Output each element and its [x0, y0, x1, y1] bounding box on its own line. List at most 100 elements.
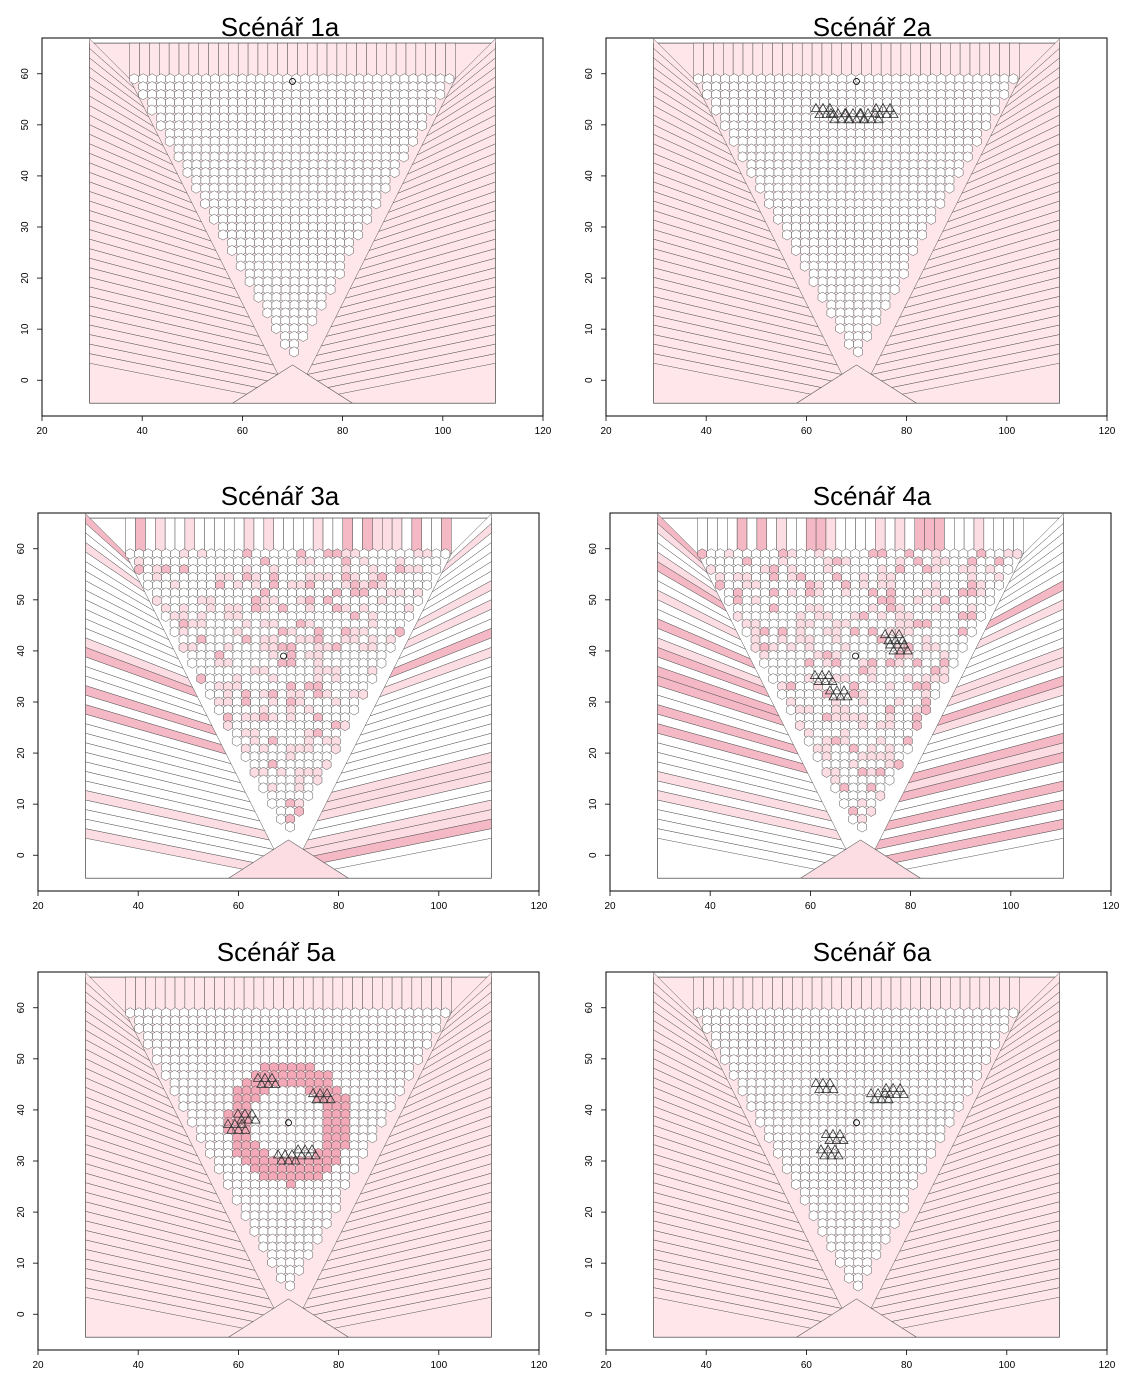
hex-cells	[693, 73, 1019, 358]
x-tick-label: 80	[901, 1360, 913, 1371]
strip-cells	[653, 38, 1060, 404]
y-tick-label: 60	[20, 68, 31, 80]
column-cell	[890, 976, 902, 1014]
hex-cell	[702, 1023, 712, 1034]
y-tick-label: 50	[584, 1053, 595, 1065]
column-cell	[841, 976, 852, 1014]
column-cell	[851, 976, 862, 1014]
hex-cell	[435, 89, 446, 100]
hex-cells	[129, 73, 455, 358]
hex-cell	[826, 1241, 837, 1253]
y-tick-label: 10	[584, 1257, 595, 1269]
top-columns	[693, 976, 1020, 1014]
x-tick-label: 20	[36, 426, 48, 437]
hex-cell	[353, 229, 363, 241]
hex-cell	[389, 167, 400, 178]
hex-cell	[889, 1218, 900, 1229]
hex-cell	[1008, 73, 1019, 85]
column-cell	[900, 976, 912, 1014]
bottom-wedge	[795, 364, 918, 404]
hex-cell	[720, 1054, 730, 1066]
column-cell	[762, 976, 773, 1014]
hex-cell	[981, 1054, 991, 1066]
hex-cell	[944, 1116, 955, 1128]
hex-cell	[764, 1132, 774, 1144]
x-tick-label: 100	[998, 1360, 1015, 1371]
column-cell	[713, 976, 724, 1014]
bottom-wedge	[231, 364, 354, 404]
top-columns	[129, 42, 456, 80]
hex-cell	[917, 1163, 927, 1175]
x-tick-label: 40	[137, 426, 149, 437]
hex-cell	[853, 1280, 863, 1292]
y-tick-label: 0	[584, 1311, 595, 1317]
y-tick-label: 50	[20, 119, 31, 131]
hex-cell	[444, 73, 455, 85]
hex-cell	[990, 1038, 1000, 1050]
hex-cell	[990, 104, 1000, 116]
hex-cell	[711, 1038, 721, 1050]
hex-cell	[773, 1147, 783, 1159]
hex-cell	[298, 330, 308, 342]
x-tick-label: 120	[535, 426, 552, 437]
hex-cell	[799, 1194, 810, 1206]
hex-cell	[999, 89, 1010, 100]
column-cell	[742, 976, 754, 1014]
column-cell	[703, 976, 714, 1014]
y-tick-label: 30	[20, 221, 31, 233]
hex-cell	[791, 1179, 801, 1190]
hex-cell	[880, 1233, 891, 1245]
x-tick-label: 60	[801, 1360, 813, 1371]
x-tick-label: 40	[701, 1360, 713, 1371]
hex-cell	[417, 120, 427, 132]
hex-cell	[972, 1069, 982, 1081]
column-cell	[871, 976, 882, 1014]
x-tick-label: 100	[434, 426, 451, 437]
hex-cell	[999, 1023, 1010, 1034]
y-tick-label: 20	[584, 1206, 595, 1218]
column-cell	[772, 976, 783, 1014]
hex-cell	[693, 1007, 703, 1019]
x-tick-label: 80	[337, 426, 349, 437]
hex-cell	[808, 1210, 819, 1222]
hex-cell	[325, 284, 336, 295]
column-cell	[969, 976, 981, 1014]
hex-cell	[316, 299, 327, 311]
y-tick-label: 30	[584, 1155, 595, 1167]
column-cell	[732, 976, 744, 1014]
top-columns	[693, 42, 1020, 80]
hex-cell	[398, 151, 409, 163]
column-cell	[930, 976, 941, 1014]
y-tick-label: 60	[584, 1002, 595, 1014]
y-tick-label: 40	[584, 1104, 595, 1116]
column-cell	[861, 976, 872, 1014]
y-tick-label: 20	[20, 272, 31, 284]
hex-cell	[289, 346, 299, 358]
hex-cell	[862, 1264, 872, 1276]
column-cell	[979, 976, 990, 1014]
hex-cell	[755, 1116, 766, 1128]
hex-cell	[817, 1225, 828, 1237]
hex-cell	[426, 104, 436, 116]
column-cell	[940, 976, 951, 1014]
column-cell	[801, 976, 813, 1014]
column-cell	[1009, 976, 1020, 1014]
hex-cell	[844, 1272, 854, 1284]
column-cell	[693, 976, 704, 1014]
x-tick-label: 120	[1099, 1360, 1116, 1371]
panel-title: Scénář 1a	[220, 12, 340, 42]
panel-title: Scénář 2a	[812, 12, 932, 42]
hex-cell	[962, 1085, 973, 1097]
hex-cell	[953, 1101, 964, 1112]
hex-cell	[935, 1132, 946, 1144]
hex-cell	[835, 1257, 846, 1268]
hex-cell	[362, 213, 372, 225]
hex-cell	[981, 120, 991, 132]
hex-cell	[408, 135, 418, 147]
column-cell	[989, 976, 1000, 1014]
hex-cell	[737, 1085, 748, 1097]
column-cell	[880, 976, 892, 1014]
